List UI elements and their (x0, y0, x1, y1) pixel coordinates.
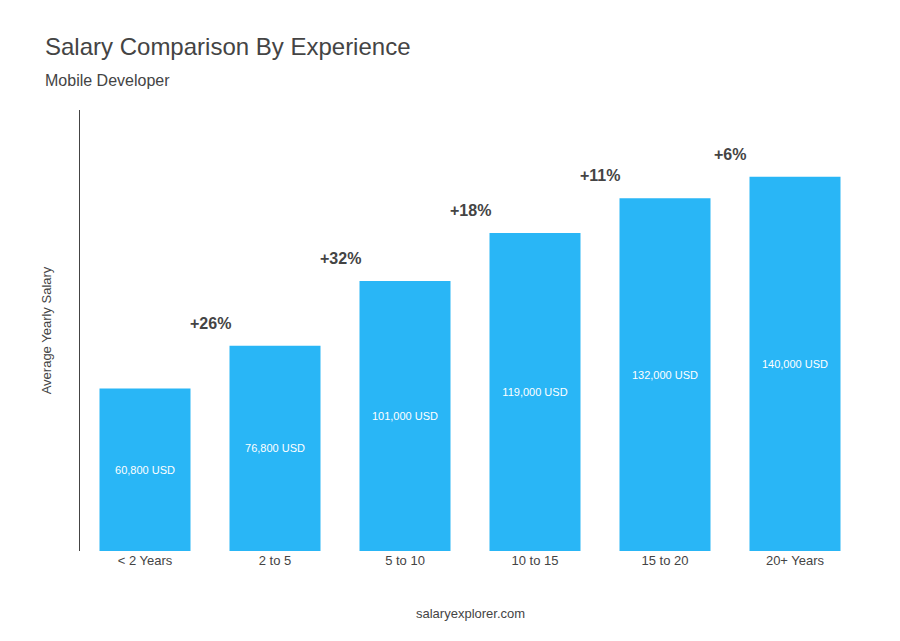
svg-text:5 to 10: 5 to 10 (385, 553, 425, 568)
svg-text:+6%: +6% (714, 146, 746, 163)
svg-text:Mobile Developer: Mobile Developer (45, 72, 170, 89)
svg-text:salaryexplorer.com: salaryexplorer.com (416, 606, 525, 621)
svg-text:76,800 USD: 76,800 USD (245, 442, 305, 454)
svg-text:101,000 USD: 101,000 USD (372, 410, 438, 422)
svg-text:119,000 USD: 119,000 USD (502, 386, 567, 398)
svg-text:20+ Years: 20+ Years (766, 553, 825, 568)
svg-text:Average Yearly Salary: Average Yearly Salary (39, 266, 54, 394)
svg-text:2 to 5: 2 to 5 (259, 553, 292, 568)
svg-text:132,000 USD: 132,000 USD (632, 369, 698, 381)
svg-text:140,000 USD: 140,000 USD (762, 358, 828, 370)
svg-text:10 to 15: 10 to 15 (512, 553, 559, 568)
svg-text:Salary Comparison By Experienc: Salary Comparison By Experience (45, 33, 411, 60)
svg-text:60,800 USD: 60,800 USD (115, 464, 175, 476)
svg-text:+32%: +32% (320, 250, 361, 267)
svg-text:+26%: +26% (190, 315, 231, 332)
svg-text:< 2 Years: < 2 Years (118, 553, 173, 568)
svg-text:15 to 20: 15 to 20 (642, 553, 689, 568)
svg-text:+11%: +11% (580, 167, 620, 184)
svg-text:+18%: +18% (450, 202, 491, 219)
